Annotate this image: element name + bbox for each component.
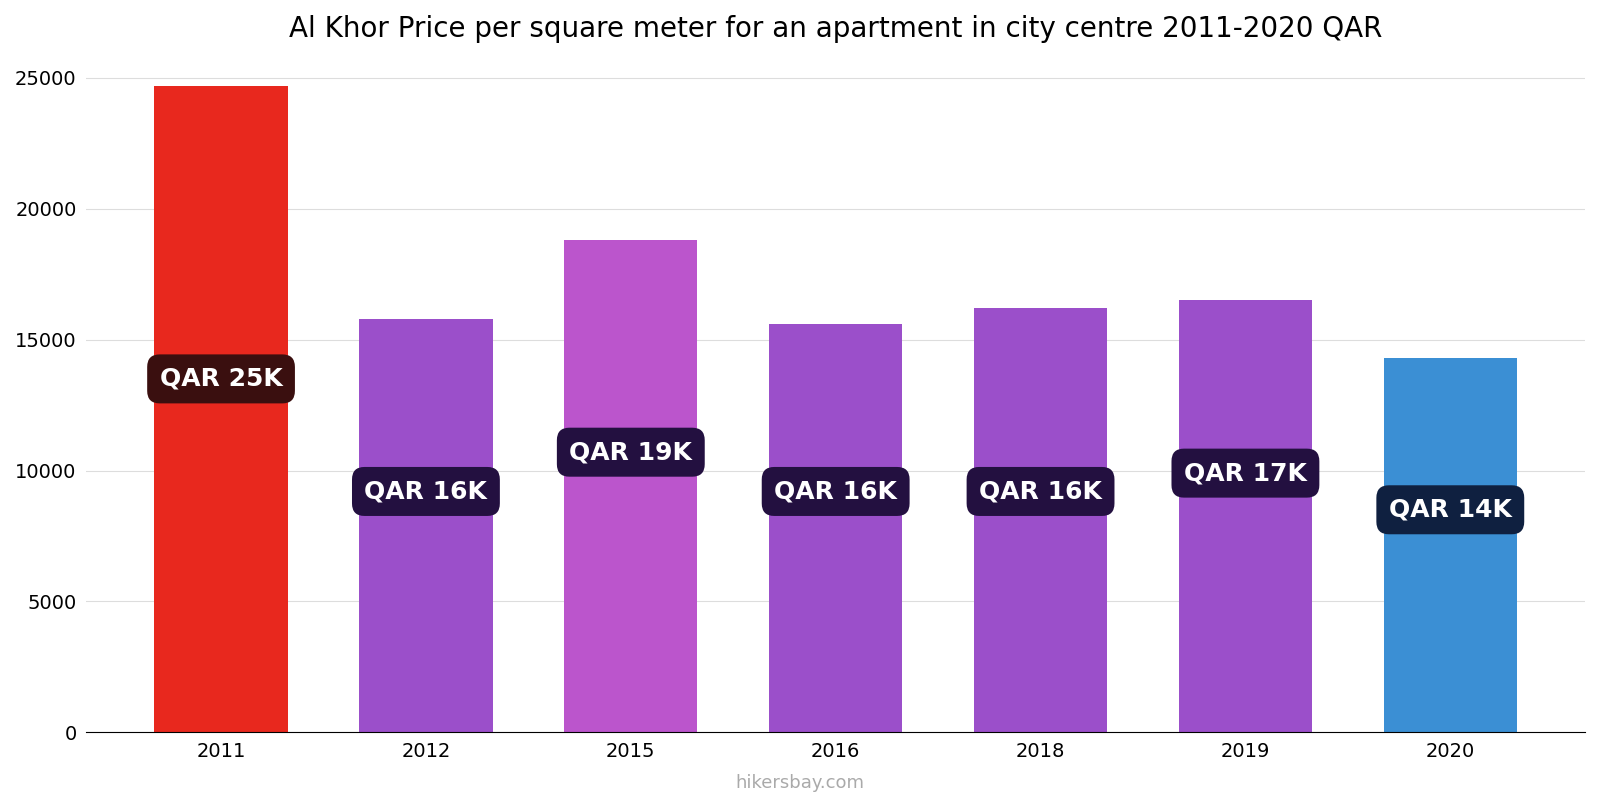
Text: hikersbay.com: hikersbay.com bbox=[736, 774, 864, 792]
Text: QAR 19K: QAR 19K bbox=[570, 440, 693, 464]
Bar bbox=[565, 240, 698, 732]
Bar bbox=[770, 324, 902, 732]
Text: QAR 16K: QAR 16K bbox=[979, 479, 1102, 503]
Text: QAR 17K: QAR 17K bbox=[1184, 461, 1307, 485]
Bar bbox=[1384, 358, 1517, 732]
Bar bbox=[155, 86, 288, 732]
Text: QAR 25K: QAR 25K bbox=[160, 367, 283, 391]
Bar bbox=[974, 308, 1107, 732]
Title: Al Khor Price per square meter for an apartment in city centre 2011-2020 QAR: Al Khor Price per square meter for an ap… bbox=[290, 15, 1382, 43]
Text: QAR 16K: QAR 16K bbox=[774, 479, 898, 503]
Text: QAR 16K: QAR 16K bbox=[365, 479, 488, 503]
Text: QAR 14K: QAR 14K bbox=[1389, 498, 1512, 522]
Bar bbox=[1179, 300, 1312, 732]
Bar bbox=[360, 318, 493, 732]
